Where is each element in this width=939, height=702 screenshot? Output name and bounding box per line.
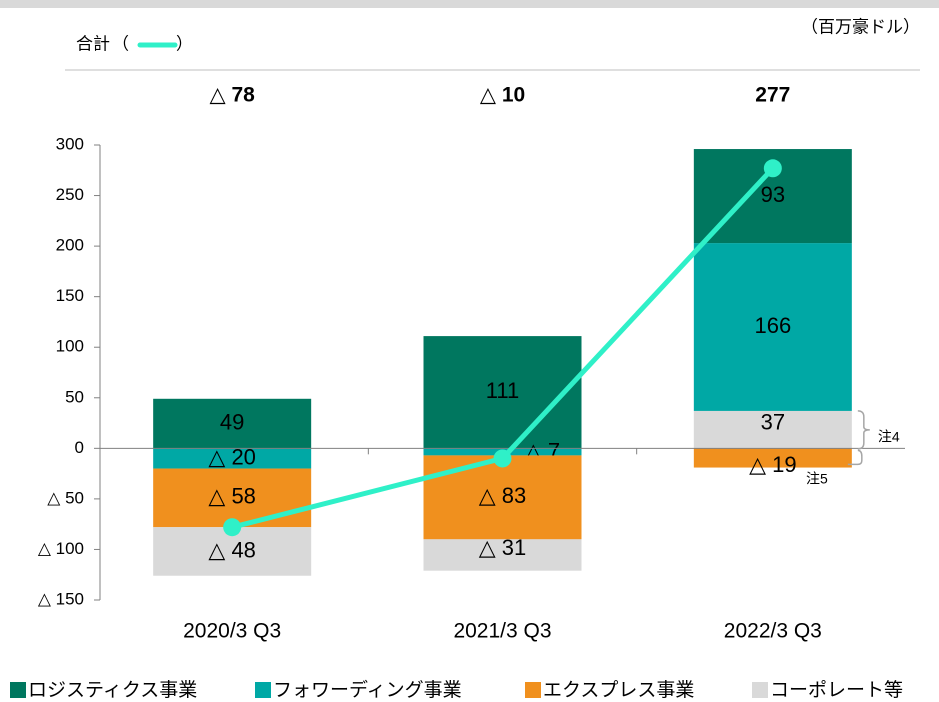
bar-segment — [693, 410, 852, 449]
total-point — [763, 159, 782, 178]
data-label: △ 58 — [208, 484, 256, 509]
legend-swatch — [752, 682, 768, 698]
total-label: △ 10 — [480, 84, 525, 107]
data-label: △ 19 — [749, 452, 797, 477]
legend-swatch — [255, 682, 271, 698]
data-label: 49 — [220, 409, 244, 434]
brace — [857, 410, 870, 450]
data-label: 166 — [754, 313, 791, 338]
data-label: △ 31 — [479, 535, 527, 560]
legend-label: 合計 — [76, 34, 110, 53]
data-label: 111 — [486, 378, 519, 403]
bar-segment — [693, 448, 852, 468]
y-tick-label: △ 100 — [38, 539, 84, 558]
data-label: 37 — [761, 409, 785, 434]
y-tick-label: 250 — [56, 185, 84, 204]
y-tick-label: 50 — [65, 387, 84, 406]
x-tick-label: 2021/3 Q3 — [453, 620, 551, 643]
legend-bracket: ） — [176, 34, 193, 53]
y-tick-label: 150 — [56, 286, 84, 305]
legend-swatch — [525, 682, 541, 698]
top-bar — [0, 0, 939, 8]
data-label: △ 83 — [479, 483, 527, 508]
y-tick-label: △ 50 — [47, 488, 84, 507]
note: 注4 — [878, 429, 900, 445]
note: 注5 — [806, 471, 828, 487]
y-tick-label: 0 — [75, 438, 84, 457]
bar-segment — [153, 468, 312, 528]
bar-segment — [153, 398, 312, 449]
bar-segment — [153, 448, 312, 469]
bar-segment — [423, 539, 582, 571]
x-tick-label: 2020/3 Q3 — [183, 620, 281, 643]
note-leader — [847, 449, 863, 466]
y-tick-label: △ 150 — [38, 589, 84, 608]
total-point — [493, 449, 512, 468]
legend-label: エクスプレス事業 — [543, 679, 694, 701]
data-label: 93 — [761, 182, 785, 207]
unit-label: （百万豪ドル） — [801, 16, 920, 36]
y-tick-label: 100 — [56, 337, 84, 356]
legend-label: ロジスティクス事業 — [28, 679, 197, 701]
legend-label: フォワーディング事業 — [273, 679, 462, 701]
total-point — [223, 518, 242, 537]
bar-segment — [693, 243, 852, 411]
x-tick-label: 2022/3 Q3 — [724, 620, 822, 643]
legend-label: コーポレート等 — [770, 679, 903, 701]
data-label: △ 48 — [208, 537, 256, 562]
y-tick-label: 200 — [56, 236, 84, 255]
legend-swatch — [10, 682, 26, 698]
total-label: 277 — [755, 84, 790, 107]
legend-bracket: （ — [112, 34, 129, 53]
y-tick-label: 300 — [56, 134, 84, 153]
total-label: △ 78 — [209, 84, 255, 107]
bar-segment — [423, 336, 582, 449]
